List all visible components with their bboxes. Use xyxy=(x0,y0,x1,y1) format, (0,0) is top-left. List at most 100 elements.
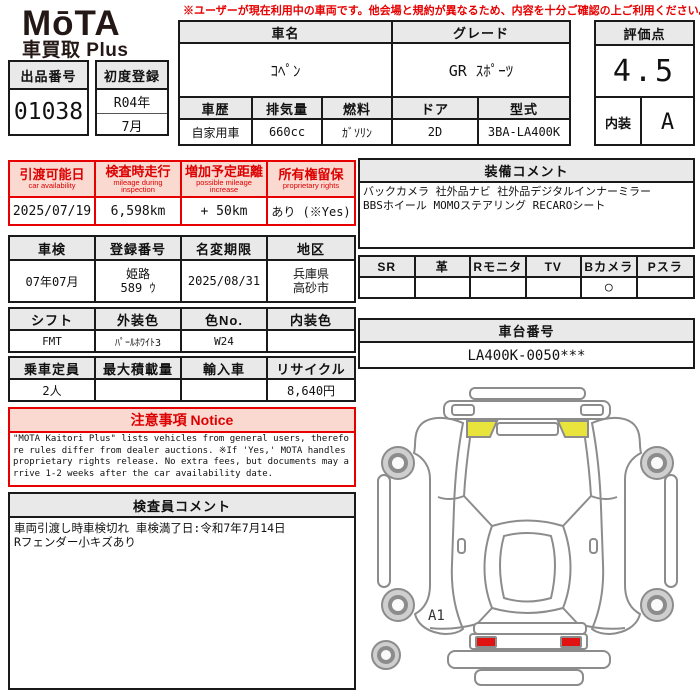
transfer-deadline-header: 名変期限 xyxy=(182,237,268,261)
headlight-right-highlight xyxy=(556,420,589,438)
district-value: 兵庫県 高砂市 xyxy=(292,266,329,295)
capacity-table: 乗車定員 最大積載量 輸入車 リサイクル 2人 8,640円 xyxy=(8,356,356,402)
transfer-deadline-value: 2025/08/31 xyxy=(182,261,268,301)
interior-color-value xyxy=(268,331,354,351)
taillight-right-highlight xyxy=(560,636,582,648)
interior-color-header: 内装色 xyxy=(268,309,354,331)
rear-pillar-right-line xyxy=(562,607,579,625)
history-header: 車歴 xyxy=(180,98,253,120)
equipment-comment-body: バックカメラ 社外品ナビ 社外品デジタルインナーミラー BBSホイール MOMO… xyxy=(363,185,652,213)
max-load-header: 最大積載量 xyxy=(96,358,182,380)
logo-sub-text: 車買取 Plus xyxy=(22,40,129,61)
shaken-value: 07年07月 xyxy=(10,261,96,301)
right-fender-line xyxy=(590,495,618,501)
tv-value xyxy=(527,278,582,297)
damage-mark-label: A1 xyxy=(428,608,445,624)
vehicle-main-table: 車名 グレード ｺﾍﾟﾝ GR ｽﾎﾟｰﾂ 車歴 排気量 燃料 ドア 型式 自家… xyxy=(178,20,571,146)
rear-right-wheel-hub xyxy=(647,595,667,615)
tv-header: TV xyxy=(526,257,582,278)
back-camera-value: ○ xyxy=(582,278,638,297)
registration-table: 車検 登録番号 名変期限 地区 07年07月 姫路 589 ｳ 2025/08/… xyxy=(8,235,356,303)
left-door-handle xyxy=(457,538,466,554)
import-header: 輸入車 xyxy=(182,358,268,380)
windshield-right-line xyxy=(562,495,592,527)
mileage-increase-header: 増加予定距離 possible mileage increase xyxy=(182,162,268,198)
power-slide-header: Pスラ xyxy=(637,257,693,278)
recycle-header: リサイクル xyxy=(268,358,354,380)
delivery-section: 引渡可能日 car availability 検査時走行 mileage dur… xyxy=(8,160,356,226)
front-left-wheel-hub xyxy=(388,453,408,473)
hood-right-line xyxy=(584,437,592,497)
wheels xyxy=(371,446,674,670)
grade-header: グレード xyxy=(393,22,569,44)
rear-monitor-header: Rモニタ xyxy=(471,257,527,278)
mileage-value: 6,598km xyxy=(96,198,182,224)
hood-front-edge xyxy=(496,422,559,436)
score-label: 評価点 xyxy=(596,22,693,46)
rear-left-wheel-hub xyxy=(388,595,408,615)
doors-value: 2D xyxy=(393,120,479,144)
car-diagram: A1 xyxy=(370,387,700,700)
mileage-header: 検査時走行 mileage during inspection xyxy=(96,162,182,198)
shaken-header: 車検 xyxy=(10,237,96,261)
front-bumper xyxy=(443,400,611,420)
mileage-header-en: mileage during inspection xyxy=(113,177,163,194)
import-value xyxy=(182,380,268,400)
mileage-increase-value: + 50km xyxy=(182,198,268,224)
availability-header-en: car availability xyxy=(28,181,76,191)
color-no-header: 色No. xyxy=(182,309,268,331)
spare-wheel-hub xyxy=(377,646,395,664)
cockpit-opening xyxy=(499,532,556,603)
seating-header: 乗車定員 xyxy=(10,358,96,380)
proprietary-rights-header-jp: 所有権留保 xyxy=(278,167,344,183)
exterior-color-value: ﾊﾟｰﾙﾎﾜｲﾄ3 xyxy=(96,331,182,351)
history-value: 自家用車 xyxy=(180,120,253,144)
model-code-header: 型式 xyxy=(479,98,569,120)
recycle-value: 8,640円 xyxy=(286,383,336,398)
leather-value xyxy=(416,278,471,297)
lot-number-box: 出品番号 01038 xyxy=(8,60,89,136)
notice-body: "MOTA Kaitori Plus" lists vehicles from … xyxy=(13,434,349,480)
doors-header: ドア xyxy=(393,98,479,120)
rear-bumper xyxy=(447,650,611,669)
exterior-color-header: 外装色 xyxy=(96,309,182,331)
front-lip xyxy=(469,387,586,400)
mileage-header-jp: 検査時走行 xyxy=(105,163,171,179)
first-registration-label: 初度登録 xyxy=(97,62,167,90)
equipment-comment-box: 装備コメント バックカメラ 社外品ナビ 社外品デジタルインナーミラー BBSホイ… xyxy=(358,158,695,249)
sunroof-header: SR xyxy=(360,257,416,278)
inspector-comment-box: 検査員コメント 車両引渡し時車検切れ 車検満了日:令和7年7月14日 Rフェンダ… xyxy=(8,492,356,690)
vin-box: 車台番号 LA400K-0050*** xyxy=(358,318,695,369)
availability-value: 2025/07/19 xyxy=(10,198,96,224)
roof-front-arc xyxy=(491,519,564,527)
right-rocker-panel xyxy=(664,474,678,588)
vin-value: LA400K-0050*** xyxy=(467,348,586,364)
cabin-rear-arc xyxy=(491,607,564,614)
cabin-left-line xyxy=(483,525,493,609)
left-side-panel xyxy=(412,416,465,636)
taillight-left-highlight xyxy=(475,636,497,648)
notice-title: 注意事項 Notice xyxy=(10,409,354,433)
rear-under-panel xyxy=(474,669,584,686)
proprietary-rights-header-en: proprietary rights xyxy=(282,181,340,191)
interior-label: 内装 xyxy=(596,98,642,146)
mileage-increase-header-en: possible mileage increase xyxy=(196,177,252,194)
seating-value: 2人 xyxy=(10,380,96,400)
fuel-header: 燃料 xyxy=(323,98,393,120)
rear-quarter-left-line xyxy=(429,623,478,630)
equipment-comment-title: 装備コメント xyxy=(360,160,693,183)
rear-pillar-left-line xyxy=(476,607,493,625)
fuel-value: ｶﾞｿﾘﾝ xyxy=(323,120,393,144)
sunroof-value xyxy=(360,278,416,297)
vin-label: 車台番号 xyxy=(360,320,693,343)
car-diagram-svg: A1 xyxy=(371,387,678,686)
logo-brand-text: MōTA xyxy=(22,4,121,43)
taillight-bar xyxy=(469,633,588,650)
interior-grade-value: A xyxy=(660,109,675,135)
max-load-value xyxy=(96,380,182,400)
proprietary-rights-header: 所有権留保 proprietary rights xyxy=(268,162,354,198)
first-registration-year: R04年 xyxy=(97,90,167,114)
inspector-comment-title: 検査員コメント xyxy=(10,494,354,518)
plate-number-value: 姫路 589 ｳ xyxy=(96,261,182,301)
